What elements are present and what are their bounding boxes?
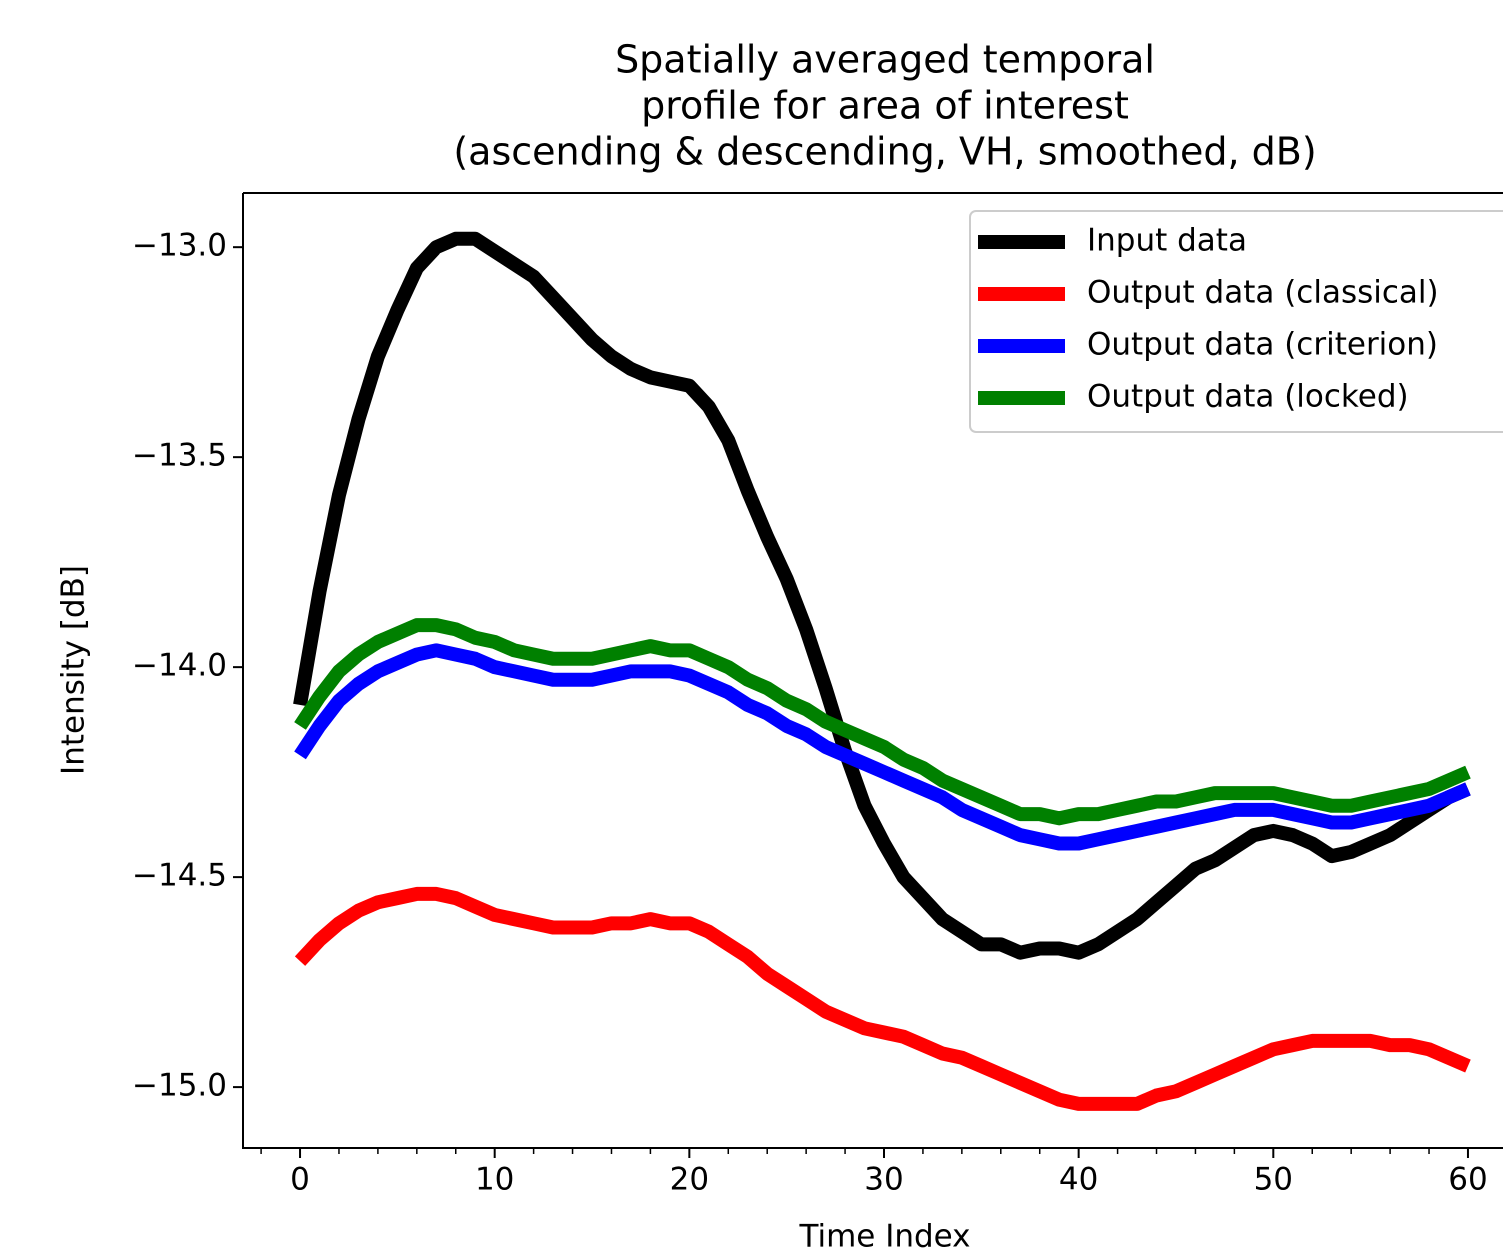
data-line — [294, 618, 1471, 826]
x-tick-label: 40 — [1059, 1162, 1098, 1198]
legend: Input data Output data (classical) Output … — [969, 210, 1503, 433]
legend-label: Output data (locked) — [1087, 379, 1409, 415]
data-line — [294, 643, 1471, 851]
y-axis-label: Intensity [dB] — [56, 565, 92, 775]
x-tick-label: 10 — [475, 1162, 514, 1198]
legend-label: Output data (classical) — [1087, 275, 1439, 311]
data-line — [293, 231, 1471, 960]
legend-label: Output data (criterion) — [1087, 327, 1438, 363]
x-tick-label: 50 — [1254, 1162, 1293, 1198]
y-tick-label: −13.5 — [132, 438, 227, 474]
x-tick-label: 20 — [670, 1162, 709, 1198]
y-tick-label: −13.0 — [132, 228, 227, 264]
chart-title: (ascending & descending, VH, smoothed, d… — [453, 130, 1316, 174]
y-tick-label: −15.0 — [132, 1068, 227, 1104]
chart-title: Spatially averaged temporal — [615, 38, 1155, 82]
x-axis-label: Time Index — [798, 1219, 970, 1252]
y-tick-label: −14.0 — [132, 648, 227, 684]
legend-label: Input data — [1087, 223, 1247, 259]
x-tick-label: 0 — [290, 1162, 310, 1198]
legend-box — [969, 210, 1503, 433]
x-tick-label: 30 — [864, 1162, 903, 1198]
chart-title: profile for area of interest — [641, 84, 1129, 128]
data-line — [294, 886, 1471, 1111]
x-tick-label: 60 — [1448, 1162, 1487, 1198]
y-tick-label: −14.5 — [132, 858, 227, 894]
axes-frame — [242, 192, 1503, 1149]
